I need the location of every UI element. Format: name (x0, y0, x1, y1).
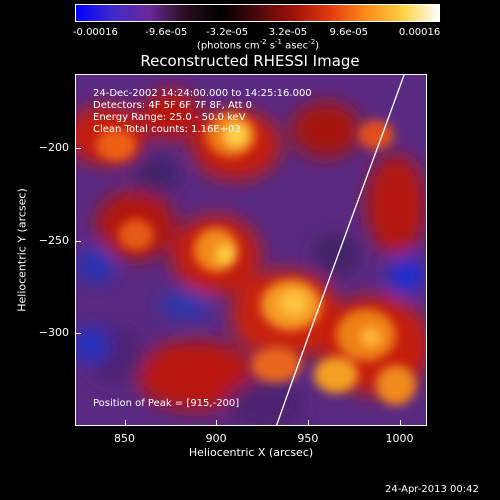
x-tick-label: 900 (205, 432, 227, 445)
x-axis-label: Heliocentric X (arcsec) (188, 446, 314, 459)
colorbar-tick-label: 0.00016 (398, 27, 441, 38)
time-range-text: 24-Dec-2002 14:24:00.000 to 14:25:16.000 (93, 88, 312, 99)
x-tick-label: 850 (114, 432, 135, 445)
colorbar-tick-label: 3.2e-05 (268, 27, 308, 38)
x-tick-mark (399, 420, 401, 426)
y-tick-label: −250 (38, 233, 69, 247)
peak-position-text: Position of Peak = [915,-200] (93, 398, 240, 409)
colorbar-tick-label: -0.00016 (72, 27, 118, 38)
x-tick-label: 950 (297, 432, 319, 445)
colorbar-units: (photons cm-2 s-1 asec-2) (196, 38, 320, 52)
counts-text: Clean Total counts: 1.16E+03 (93, 124, 241, 135)
xray-intensity-map (76, 75, 426, 425)
x-tick-label: 1000 (385, 432, 414, 445)
y-tick-label: −200 (38, 141, 69, 155)
timestamp: 24-Apr-2013 00:42 (385, 484, 479, 495)
energy-range-text: Energy Range: 25.0 - 50.0 keV (93, 112, 246, 123)
y-axis-label: Heliocentric Y (arcsec) (15, 188, 29, 312)
y-tick-mark (75, 240, 81, 242)
solar-limb-line (276, 75, 405, 425)
detectors-text: Detectors: 4F 5F 6F 7F 8F, Att 0 (93, 100, 253, 111)
x-tick-mark (124, 420, 126, 426)
y-tick-label: −300 (38, 326, 69, 340)
colorbar-tick-label: 9.6e-05 (329, 27, 368, 38)
x-tick-mark (307, 420, 309, 426)
x-tick-mark (216, 420, 218, 426)
image-title: Reconstructed RHESSI Image (140, 52, 360, 70)
colorbar (75, 4, 440, 22)
y-tick-mark (75, 148, 81, 150)
colorbar-tick-label: -3.2e-05 (206, 27, 249, 38)
colorbar-tick-label: -9.6e-05 (145, 27, 188, 38)
y-tick-mark (75, 333, 81, 335)
reconstructed-image (75, 74, 427, 426)
